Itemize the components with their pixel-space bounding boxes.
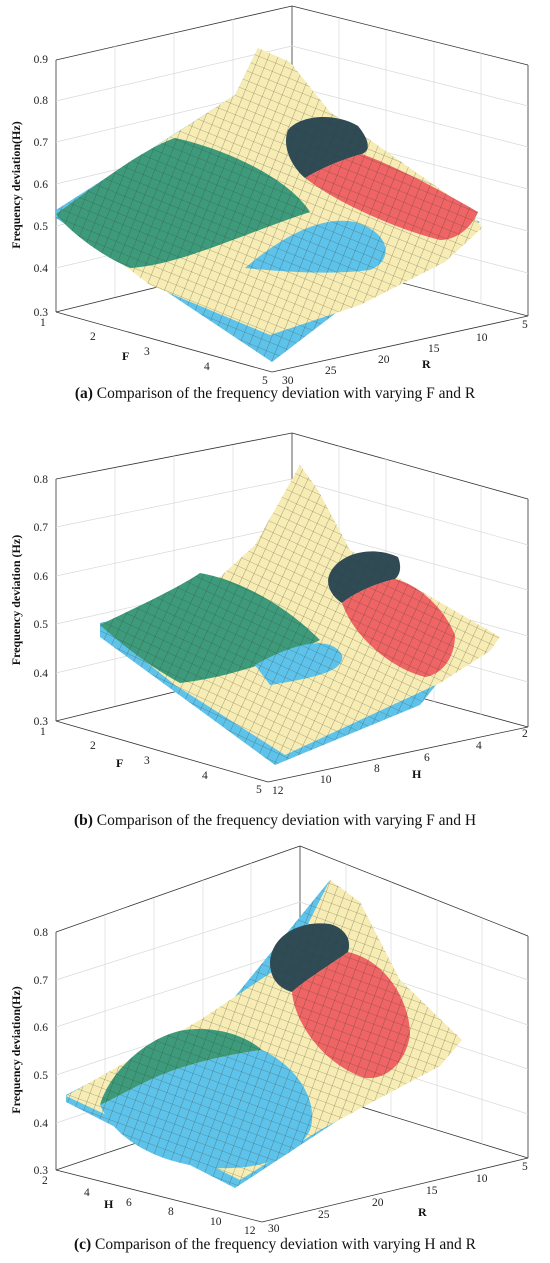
y-tick: 12 bbox=[272, 785, 284, 797]
y-tick: 15 bbox=[428, 343, 440, 355]
z-tick: 0.7 bbox=[34, 137, 49, 149]
y-tick: 15 bbox=[426, 1185, 438, 1197]
y-tick-labels-a: 5 10 15 20 25 30 bbox=[282, 319, 528, 385]
x-tick: 1 bbox=[40, 726, 46, 738]
x-tick: 3 bbox=[144, 755, 150, 767]
z-tick: 0.6 bbox=[34, 179, 49, 191]
surface-a bbox=[56, 48, 482, 362]
x-tick: 4 bbox=[204, 361, 210, 373]
y-tick: 6 bbox=[424, 752, 430, 764]
surface-plot-b: 0.3 0.4 0.5 0.6 0.7 0.8 Frequency deviat… bbox=[9, 432, 529, 797]
y-tick: 10 bbox=[320, 774, 332, 786]
surface-plot-c: 0.3 0.4 0.5 0.6 0.7 0.8 Frequency deviat… bbox=[9, 845, 529, 1236]
z-tick: 0.3 bbox=[34, 1165, 49, 1177]
z-axis-label: Frequency deviation(Hz) bbox=[9, 986, 23, 1113]
x-tick-labels-b: 1 2 3 4 5 bbox=[40, 726, 262, 796]
caption-text: Comparison of the frequency deviation wi… bbox=[92, 385, 476, 402]
x-axis-label: F bbox=[122, 349, 129, 363]
y-tick: 5 bbox=[522, 319, 528, 331]
z-tick: 0.5 bbox=[34, 1070, 49, 1082]
y-axis-label: R bbox=[422, 357, 431, 371]
x-tick: 8 bbox=[168, 1206, 174, 1218]
y-axis-label: H bbox=[412, 767, 422, 781]
surface-c bbox=[66, 880, 462, 1188]
z-tick: 0.4 bbox=[34, 668, 49, 680]
y-tick-labels-b: 2 4 6 8 10 12 bbox=[272, 728, 528, 797]
z-tick-labels-a: 0.3 0.4 0.5 0.6 0.7 0.8 0.9 bbox=[34, 54, 49, 319]
z-tick: 0.9 bbox=[34, 54, 49, 66]
y-tick: 30 bbox=[268, 1223, 280, 1235]
y-tick: 25 bbox=[325, 365, 337, 377]
y-tick: 2 bbox=[522, 728, 528, 740]
y-tick: 10 bbox=[476, 332, 488, 344]
y-tick: 20 bbox=[378, 354, 390, 366]
surface-b bbox=[100, 465, 500, 765]
z-tick-labels-b: 0.3 0.4 0.5 0.6 0.7 0.8 bbox=[34, 474, 49, 728]
z-tick: 0.8 bbox=[34, 927, 49, 939]
x-tick: 4 bbox=[202, 770, 208, 782]
x-tick: 2 bbox=[42, 1175, 48, 1187]
caption-label: (c) bbox=[73, 1236, 92, 1253]
x-tick-labels-a: 1 2 3 4 5 bbox=[40, 317, 268, 385]
x-axis-label: H bbox=[104, 1197, 114, 1211]
surface-plot-a: 0.3 0.4 0.5 0.6 0.7 0.8 0.9 Frequency de… bbox=[9, 5, 529, 385]
z-tick: 0.6 bbox=[34, 1022, 49, 1034]
z-tick-labels-c: 0.3 0.4 0.5 0.6 0.7 0.8 bbox=[34, 927, 49, 1177]
z-tick: 0.5 bbox=[34, 619, 49, 631]
x-tick: 3 bbox=[144, 346, 150, 358]
x-axis-label: F bbox=[116, 756, 123, 770]
x-tick: 5 bbox=[256, 784, 262, 796]
y-tick: 10 bbox=[476, 1173, 488, 1185]
figure-caption-b: (b) Comparison of the frequency deviatio… bbox=[0, 812, 550, 830]
z-axis-label: Frequency deviation (Hz) bbox=[9, 535, 23, 665]
z-tick: 0.6 bbox=[34, 571, 49, 583]
caption-text: Comparison of the frequency deviation wi… bbox=[92, 812, 477, 829]
x-tick-labels-c: 2 4 6 8 10 12 bbox=[42, 1175, 256, 1236]
x-tick: 1 bbox=[40, 317, 46, 329]
y-tick-labels-c: 5 10 15 20 25 30 bbox=[268, 1161, 528, 1235]
z-tick: 0.3 bbox=[34, 307, 49, 319]
y-axis-label: R bbox=[418, 1205, 427, 1219]
z-tick: 0.5 bbox=[34, 221, 49, 233]
z-tick: 0.8 bbox=[34, 95, 49, 107]
figure-panel-c: 0.3 0.4 0.5 0.6 0.7 0.8 Frequency deviat… bbox=[0, 840, 550, 1263]
figure-caption-c: (c) Comparison of the frequency deviatio… bbox=[0, 1236, 550, 1254]
figure-caption-a: (a) Comparison of the frequency deviatio… bbox=[0, 385, 550, 403]
x-tick: 12 bbox=[244, 1225, 256, 1236]
x-tick: 10 bbox=[210, 1216, 222, 1228]
figure-panel-a: 0.3 0.4 0.5 0.6 0.7 0.8 0.9 Frequency de… bbox=[0, 0, 550, 415]
caption-text: Comparison of the frequency deviation wi… bbox=[91, 1236, 477, 1253]
x-tick: 5 bbox=[262, 375, 268, 385]
y-tick: 8 bbox=[374, 763, 380, 775]
y-tick: 5 bbox=[522, 1161, 528, 1173]
z-tick: 0.3 bbox=[34, 716, 49, 728]
z-tick: 0.7 bbox=[34, 522, 49, 534]
y-tick: 20 bbox=[372, 1197, 384, 1209]
x-tick: 2 bbox=[90, 331, 96, 343]
z-tick: 0.4 bbox=[34, 1118, 49, 1130]
figure-panel-b: 0.3 0.4 0.5 0.6 0.7 0.8 Frequency deviat… bbox=[0, 415, 550, 840]
caption-label: (b) bbox=[73, 812, 93, 829]
x-tick: 2 bbox=[90, 740, 96, 752]
z-tick: 0.4 bbox=[34, 263, 49, 275]
z-axis-label: Frequency deviation(Hz) bbox=[9, 121, 23, 248]
y-tick: 4 bbox=[476, 740, 482, 752]
y-tick: 25 bbox=[318, 1209, 330, 1221]
z-tick: 0.8 bbox=[34, 474, 49, 486]
caption-label: (a) bbox=[74, 385, 93, 402]
x-tick: 6 bbox=[126, 1197, 132, 1209]
x-tick: 4 bbox=[84, 1187, 90, 1199]
z-tick: 0.7 bbox=[34, 975, 49, 987]
y-tick: 30 bbox=[282, 375, 294, 385]
